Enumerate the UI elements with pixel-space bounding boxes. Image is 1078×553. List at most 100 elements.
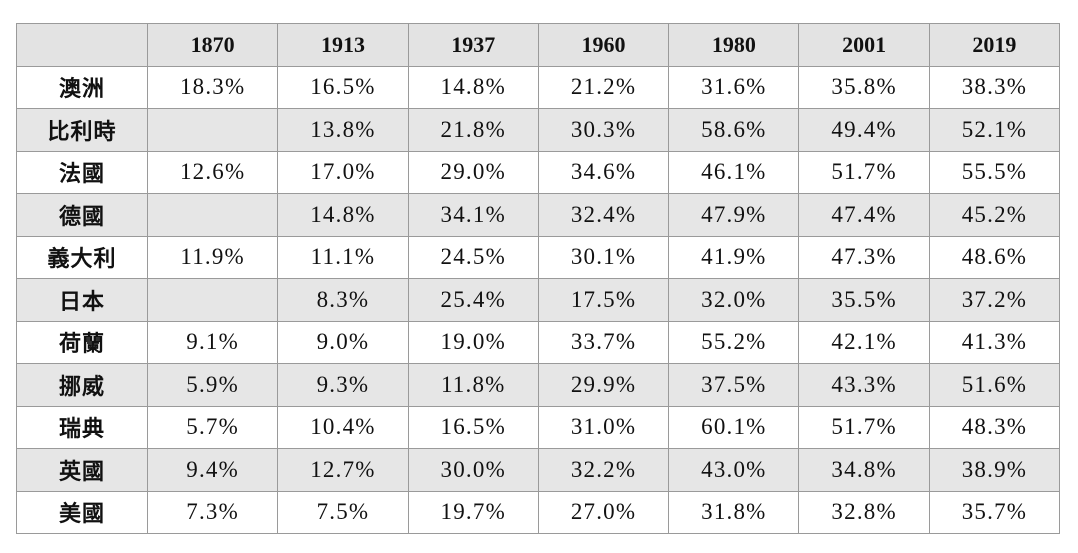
value-cell: 34.8%	[798, 448, 930, 492]
value-cell: 48.3%	[928, 405, 1061, 449]
value-cell: 37.5%	[668, 363, 800, 407]
value-cell: 46.1%	[668, 150, 800, 194]
table-row: 英國 9.4% 12.7% 30.0% 32.2% 43.0% 34.8% 38.9%	[16, 448, 1061, 492]
value-cell: 35.7%	[928, 490, 1061, 534]
value-cell: 51.7%	[798, 150, 930, 194]
value-cell: 47.3%	[798, 235, 930, 279]
value-cell: 9.0%	[277, 320, 409, 364]
country-label: 日本	[16, 278, 148, 322]
value-cell: 32.4%	[537, 193, 670, 237]
value-cell: 21.2%	[537, 65, 670, 109]
table-row: 荷蘭 9.1% 9.0% 19.0% 33.7% 55.2% 42.1% 41.3%	[16, 320, 1061, 364]
year-header: 1870	[146, 23, 279, 67]
value-cell: 19.0%	[407, 320, 539, 364]
country-label: 荷蘭	[16, 320, 148, 364]
value-cell: 16.5%	[277, 65, 409, 109]
country-label: 德國	[16, 193, 148, 237]
value-cell: 29.9%	[537, 363, 670, 407]
value-cell: 60.1%	[668, 405, 800, 449]
year-header: 2019	[928, 23, 1061, 67]
value-cell: 55.2%	[668, 320, 800, 364]
value-cell: 33.7%	[537, 320, 670, 364]
country-label: 義大利	[16, 235, 148, 279]
country-label: 瑞典	[16, 405, 148, 449]
value-cell: 38.9%	[928, 448, 1061, 492]
value-cell: 42.1%	[798, 320, 930, 364]
year-header: 1913	[277, 23, 409, 67]
value-cell: 58.6%	[668, 108, 800, 152]
data-table: 1870 1913 1937 1960 1980 2001 2019 澳洲 18.…	[16, 23, 1061, 534]
value-cell: 31.6%	[668, 65, 800, 109]
value-cell: 31.0%	[537, 405, 670, 449]
value-cell: 7.5%	[277, 490, 409, 534]
table-row: 德國 14.8% 34.1% 32.4% 47.9% 47.4% 45.2%	[16, 193, 1061, 237]
year-header: 1960	[537, 23, 670, 67]
country-label: 澳洲	[16, 65, 148, 109]
value-cell: 52.1%	[928, 108, 1061, 152]
table-row: 日本 8.3% 25.4% 17.5% 32.0% 35.5% 37.2%	[16, 278, 1061, 322]
table-row: 法國 12.6% 17.0% 29.0% 34.6% 46.1% 51.7% 55.5%	[16, 150, 1061, 194]
value-cell	[146, 108, 279, 152]
value-cell: 21.8%	[407, 108, 539, 152]
value-cell: 30.1%	[537, 235, 670, 279]
table-row: 澳洲 18.3% 16.5% 14.8% 21.2% 31.6% 35.8% 38.3%	[16, 65, 1061, 109]
value-cell: 5.9%	[146, 363, 279, 407]
value-cell: 10.4%	[277, 405, 409, 449]
value-cell: 16.5%	[407, 405, 539, 449]
value-cell: 7.3%	[146, 490, 279, 534]
value-cell: 19.7%	[407, 490, 539, 534]
value-cell: 51.6%	[928, 363, 1061, 407]
value-cell: 43.0%	[668, 448, 800, 492]
value-cell: 34.6%	[537, 150, 670, 194]
value-cell: 29.0%	[407, 150, 539, 194]
value-cell: 8.3%	[277, 278, 409, 322]
value-cell: 11.1%	[277, 235, 409, 279]
value-cell: 13.8%	[277, 108, 409, 152]
value-cell: 12.7%	[277, 448, 409, 492]
table-row: 比利時 13.8% 21.8% 30.3% 58.6% 49.4% 52.1%	[16, 108, 1061, 152]
value-cell: 55.5%	[928, 150, 1061, 194]
value-cell: 51.7%	[798, 405, 930, 449]
value-cell: 17.5%	[537, 278, 670, 322]
value-cell: 37.2%	[928, 278, 1061, 322]
value-cell: 9.1%	[146, 320, 279, 364]
value-cell: 18.3%	[146, 65, 279, 109]
table-row: 瑞典 5.7% 10.4% 16.5% 31.0% 60.1% 51.7% 48.3%	[16, 405, 1061, 449]
table-row: 義大利 11.9% 11.1% 24.5% 30.1% 41.9% 47.3% 48.6%	[16, 235, 1061, 279]
value-cell: 12.6%	[146, 150, 279, 194]
value-cell: 25.4%	[407, 278, 539, 322]
value-cell: 14.8%	[277, 193, 409, 237]
value-cell: 9.4%	[146, 448, 279, 492]
value-cell: 41.3%	[928, 320, 1061, 364]
value-cell: 9.3%	[277, 363, 409, 407]
year-header: 2001	[798, 23, 930, 67]
value-cell	[146, 193, 279, 237]
value-cell: 17.0%	[277, 150, 409, 194]
value-cell: 45.2%	[928, 193, 1061, 237]
value-cell: 35.5%	[798, 278, 930, 322]
year-header: 1937	[407, 23, 539, 67]
value-cell: 31.8%	[668, 490, 800, 534]
value-cell: 27.0%	[537, 490, 670, 534]
value-cell: 32.2%	[537, 448, 670, 492]
value-cell: 30.3%	[537, 108, 670, 152]
value-cell: 35.8%	[798, 65, 930, 109]
value-cell: 14.8%	[407, 65, 539, 109]
value-cell: 5.7%	[146, 405, 279, 449]
year-header: 1980	[668, 23, 800, 67]
value-cell: 43.3%	[798, 363, 930, 407]
corner-cell	[16, 23, 148, 67]
value-cell: 41.9%	[668, 235, 800, 279]
country-label: 美國	[16, 490, 148, 534]
value-cell: 24.5%	[407, 235, 539, 279]
header-row: 1870 1913 1937 1960 1980 2001 2019	[16, 23, 1061, 67]
data-table-container: 1870 1913 1937 1960 1980 2001 2019 澳洲 18.…	[16, 23, 1061, 534]
value-cell: 30.0%	[407, 448, 539, 492]
value-cell: 32.8%	[798, 490, 930, 534]
value-cell: 48.6%	[928, 235, 1061, 279]
value-cell: 34.1%	[407, 193, 539, 237]
value-cell: 47.4%	[798, 193, 930, 237]
country-label: 英國	[16, 448, 148, 492]
country-label: 挪威	[16, 363, 148, 407]
value-cell: 11.9%	[146, 235, 279, 279]
